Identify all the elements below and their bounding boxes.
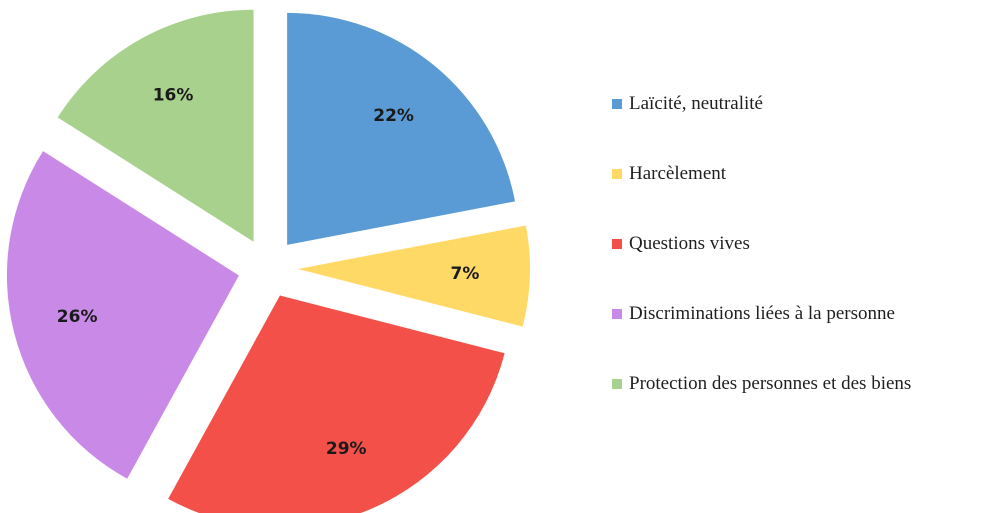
- data-label-questions-vives: 29%: [326, 439, 367, 459]
- pie-slice-harcelement: [297, 225, 530, 327]
- legend-item-laicite-neutralite: Laïcité, neutralité: [612, 92, 911, 116]
- legend-label: Protection des personnes et des biens: [629, 373, 912, 394]
- legend-label: Laïcité, neutralité: [629, 93, 763, 114]
- legend-label: Harcèlement: [629, 163, 727, 184]
- legend-swatch: [612, 99, 622, 109]
- legend-label: Discriminations liées à la personne: [629, 303, 895, 324]
- legend-swatch: [612, 169, 622, 179]
- legend-item-harcelement: Harcèlement: [612, 162, 911, 186]
- pie-slice-laicite-neutralite: [287, 12, 516, 245]
- legend-label: Questions vives: [629, 233, 750, 254]
- legend-swatch: [612, 379, 622, 389]
- pie-slice-protection-des-personnes-et-des-biens: [57, 9, 254, 242]
- pie-slice-discriminations-liees-a-la-personne: [6, 151, 239, 479]
- pie-chart: 22% 7% 29% 26% 16%: [6, 9, 530, 513]
- data-label-discriminations-liees-a-la-personne: 26%: [57, 307, 98, 327]
- data-label-harcelement: 7%: [451, 264, 480, 284]
- legend-swatch: [612, 239, 622, 249]
- legend-item-protection-des-personnes-et-des-biens: Protection des personnes et des biens: [612, 372, 911, 396]
- pie-data-labels: 22% 7% 29% 26% 16%: [57, 85, 480, 459]
- legend-swatch: [612, 309, 622, 319]
- chart-legend: Laïcité, neutralité Harcèlement Questions …: [612, 92, 911, 442]
- legend-item-discriminations-liees-a-la-personne: Discriminations liées à la personne: [612, 302, 911, 326]
- pie-slice-questions-vives: [168, 295, 505, 513]
- pie-slices: [6, 9, 530, 513]
- legend-item-questions-vives: Questions vives: [612, 232, 911, 256]
- data-label-laicite-neutralite: 22%: [373, 106, 414, 126]
- data-label-protection-des-personnes-et-des-biens: 16%: [153, 85, 194, 105]
